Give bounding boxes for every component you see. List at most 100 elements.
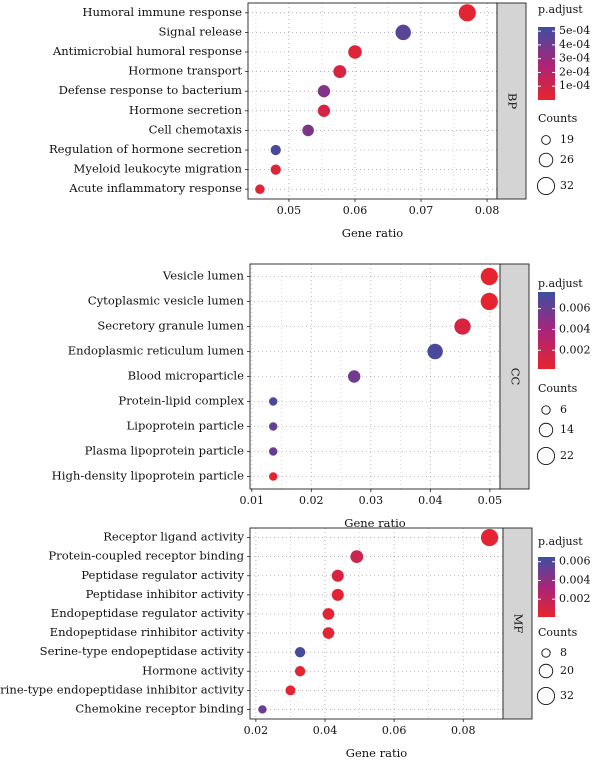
data-point <box>331 588 344 601</box>
term-label: Vesicle lumen <box>162 269 245 283</box>
color-legend-bar <box>538 557 555 617</box>
data-point <box>269 447 278 456</box>
color-legend-label: 0.006 <box>559 302 591 315</box>
data-point <box>285 685 296 696</box>
color-legend-title: p.adjust <box>538 277 583 290</box>
data-point <box>480 292 498 311</box>
facet-strip <box>502 527 533 720</box>
term-label: Cell chemotaxis <box>149 122 242 136</box>
size-legend-title: Counts <box>538 382 578 395</box>
x-tick-label: 0.02 <box>244 724 269 737</box>
color-legend-title: p.adjust <box>538 3 583 16</box>
x-tick-label: 0.05 <box>478 494 503 507</box>
x-tick-label: 0.06 <box>382 724 407 737</box>
term-label: Antimicrobial humoral response <box>52 44 242 58</box>
size-legend-circle <box>536 446 556 466</box>
data-point <box>269 472 278 481</box>
data-point <box>458 4 476 22</box>
panel-mf: MF Receptor ligand activity Protein-couple… <box>0 527 591 760</box>
size-legend-label: 22 <box>560 449 574 462</box>
size-legend-label: 20 <box>560 664 574 677</box>
x-tick-label: 0.04 <box>418 494 443 507</box>
term-label: Myeloid leukocyte migration <box>74 162 243 176</box>
term-label: Endopeptidase rinhibitor activity <box>50 625 245 639</box>
term-label: Serine-type endopeptidase activity <box>40 644 245 658</box>
facet-label: MF <box>512 614 526 634</box>
term-label: Protein-coupled receptor binding <box>48 549 244 563</box>
color-legend-label: 0.004 <box>559 322 591 335</box>
size-legend-circle <box>536 176 556 196</box>
term-label: Plasma lipoprotein particle <box>85 444 245 458</box>
facet-strip <box>499 263 530 490</box>
data-point <box>348 45 362 59</box>
x-tick-label: 0.03 <box>359 494 384 507</box>
data-point <box>258 705 267 714</box>
x-axis-label: Gene ratio <box>342 226 404 240</box>
x-tick-label: 0.05 <box>277 204 302 217</box>
panel-bp: BP Humoral immune response Signal release A… <box>49 2 590 240</box>
x-tick-label: 0.08 <box>475 204 500 217</box>
data-point <box>395 24 411 41</box>
data-point <box>427 343 443 360</box>
data-point <box>322 627 335 639</box>
term-label: Peptidase inhibitor activity <box>86 587 245 601</box>
data-point <box>255 184 265 194</box>
data-point <box>317 85 331 98</box>
data-point <box>270 164 281 175</box>
term-label: Cytoplasmic vesicle lumen <box>88 294 245 308</box>
facet-label: CC <box>509 368 523 386</box>
size-legend-circle <box>541 648 551 658</box>
color-legend-bar <box>538 292 555 369</box>
size-legend-title: Counts <box>538 626 578 639</box>
x-tick-label: 0.06 <box>343 204 368 217</box>
x-axis-label: Gene ratio <box>344 516 406 530</box>
data-point <box>480 528 499 547</box>
term-label: High-density lipoprotein particle <box>52 469 245 483</box>
facet-label: BP <box>506 93 520 109</box>
data-point <box>269 422 278 431</box>
size-legend-label: 14 <box>560 423 574 436</box>
color-legend-label: 5e-04 <box>559 24 590 37</box>
size-legend-circle <box>541 405 551 415</box>
term-label: Hormone activity <box>142 663 244 677</box>
data-point <box>302 124 314 137</box>
color-legend-label: 2e-04 <box>559 65 590 78</box>
term-label: Receptor ligand activity <box>103 530 244 544</box>
term-label: Serine-type endopeptidase inhibitor acti… <box>0 682 244 696</box>
term-label: Lipoprotein particle <box>127 419 245 433</box>
x-tick-label: 0.01 <box>240 494 265 507</box>
size-legend-label: 32 <box>560 689 574 702</box>
size-legend-label: 6 <box>560 403 567 416</box>
term-label: Hormone secretion <box>129 103 243 117</box>
size-legend-label: 32 <box>560 179 574 192</box>
data-point <box>333 65 347 79</box>
data-point <box>480 267 498 286</box>
size-legend-label: 26 <box>560 153 574 166</box>
x-axis-label: Gene ratio <box>346 746 408 760</box>
term-label: Chemokine receptor binding <box>75 701 244 715</box>
facet-strip <box>496 2 527 200</box>
data-point <box>269 397 278 406</box>
term-label: Regulation of hormone secretion <box>49 142 243 156</box>
size-legend-circle <box>538 663 554 679</box>
term-label: Signal release <box>158 24 242 38</box>
term-label: Secretory granule lumen <box>97 319 244 333</box>
color-legend-label: 4e-04 <box>559 38 590 51</box>
term-label: Endopeptidase regulator activity <box>51 606 245 620</box>
x-tick-label: 0.07 <box>409 204 434 217</box>
term-label: Endoplasmic reticulum lumen <box>68 344 245 358</box>
color-legend-label: 0.002 <box>559 343 591 356</box>
size-legend-circle <box>538 422 554 438</box>
data-point <box>294 666 306 677</box>
data-point <box>322 608 335 620</box>
term-label: Hormone transport <box>128 64 242 78</box>
data-point <box>350 550 364 564</box>
panel-cc: CC Vesicle lumen Cytoplasmic vesicle lumen… <box>52 263 591 530</box>
color-legend-label: 0.004 <box>559 573 591 586</box>
data-point <box>347 370 361 383</box>
size-legend-circle <box>536 686 556 706</box>
size-legend-title: Counts <box>538 112 578 125</box>
data-point <box>331 569 344 582</box>
x-tick-label: 0.08 <box>451 724 476 737</box>
